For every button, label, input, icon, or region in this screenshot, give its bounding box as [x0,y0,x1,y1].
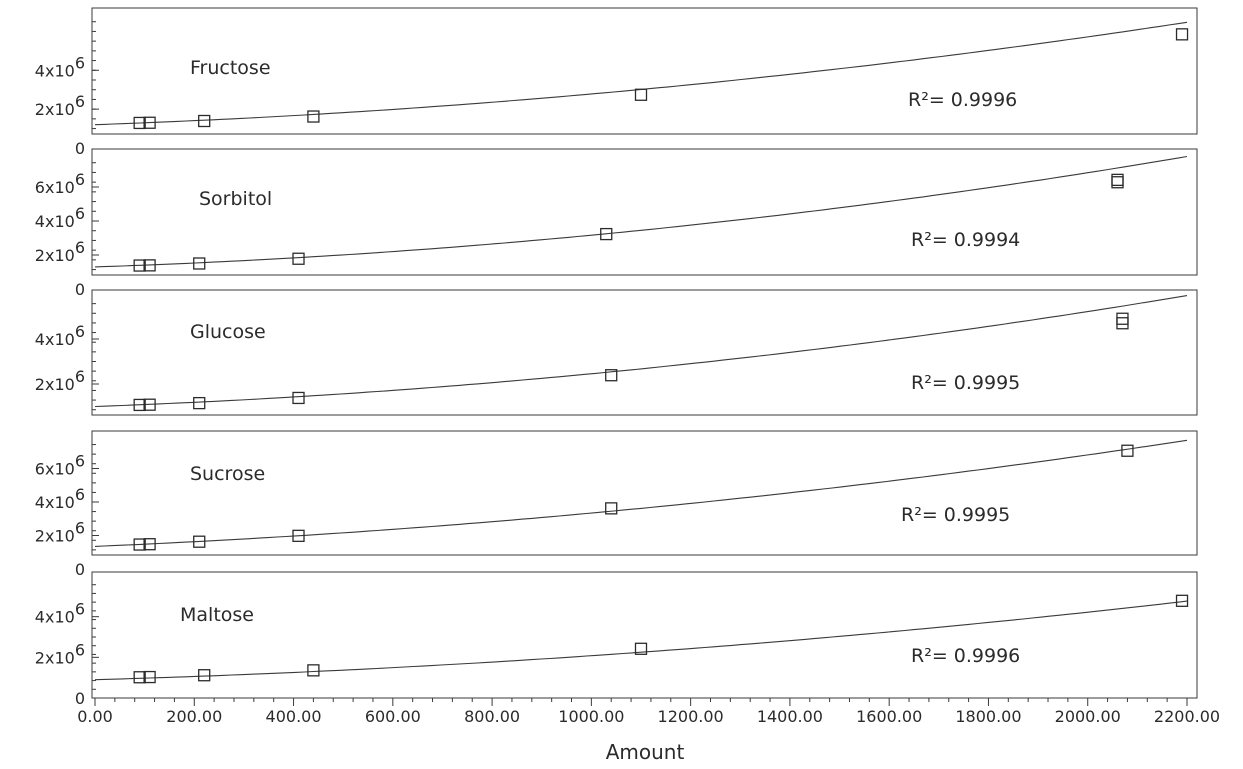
panel-glucose: 2x106 4x106 Glucose R²= 0.9995 [35,289,1198,416]
y-tick-label: 2x106 [35,640,85,667]
data-point [133,398,146,412]
data-point [193,257,206,270]
panel-frame [91,7,1198,135]
panel-title: Glucose [190,321,266,343]
y-tick-label: 2x106 [35,519,85,546]
r-squared-label: R²= 0.9995 [901,504,1010,526]
data-point [292,252,305,265]
data-point [292,391,305,405]
x-tick-label: 1800.00 [955,707,1021,726]
y-tick-label: 6x106 [35,170,85,197]
y-tick-label: 4x106 [35,204,85,231]
x-tick-label: 1000.00 [558,707,624,726]
y-tick-label: 6x106 [35,452,85,479]
data-point [143,398,156,411]
panel-frame [91,430,1198,556]
y-tick-label: 2x106 [35,367,85,394]
data-point [193,396,206,410]
data-point [133,671,146,684]
data-point [605,369,618,382]
x-axis: 0.00 200.00 400.00 600.00 800.00 1000.00 1200.… [77,697,1220,726]
y-tick-label: 0 [75,280,85,299]
data-point [143,538,156,551]
data-point [143,670,156,684]
data-point [1175,594,1189,607]
data-point [198,669,211,682]
y-tick-label: 0 [75,560,85,579]
data-point [143,259,156,272]
panel-frame [91,148,1198,276]
data-point [193,535,206,548]
r-squared-label: R²= 0.9996 [908,89,1017,111]
x-tick-label: 1400.00 [757,707,823,726]
panel-title: Fructose [190,57,271,79]
r-squared-label: R²= 0.9994 [911,229,1020,251]
x-tick-label: 1200.00 [658,707,724,726]
data-point [600,227,613,241]
y-tick-label: 4x106 [35,485,85,512]
data-point [307,110,320,123]
data-point [634,88,648,101]
x-tick-label: 0.00 [77,707,113,726]
y-tick-label: 4x106 [35,53,85,80]
panel-title: Sorbitol [199,188,272,210]
r-squared-label: R²= 0.9996 [911,645,1020,667]
x-tick-label: 400.00 [266,707,322,726]
x-tick-label: 2000.00 [1055,707,1121,726]
y-tick-label: 2x106 [35,92,85,119]
x-tick-label: 600.00 [365,707,421,726]
x-tick-label: 1600.00 [856,707,922,726]
fit-curve [94,600,1188,681]
fit-curve [94,439,1188,547]
data-point [133,259,146,272]
y-tick-label: 2x106 [35,238,85,265]
data-point [133,538,146,551]
panel-sucrose: 0 2x106 4x106 6x106 Sucrose R²= 0.9995 [35,430,1198,579]
data-point [292,529,305,542]
chart-panels: 0 2x106 4x106 Fructose R²= 0.9996 0 2x106 4x106… [35,7,1198,708]
panel-sorbitol: 0 2x106 4x106 6x106 Sorbitol R²= 0.9994 [35,148,1198,299]
data-point [133,116,146,130]
data-point [143,116,156,129]
data-point [1116,317,1129,330]
fit-curve [94,155,1188,268]
panel-frame [91,571,1198,699]
panel-title: Maltose [180,604,254,626]
fit-curve [94,295,1188,408]
x-tick-label: 2200.00 [1154,707,1220,726]
data-point [1121,444,1134,457]
data-point [605,502,618,515]
panel-fructose: 0 2x106 4x106 Fructose R²= 0.9996 [35,7,1198,158]
data-point [1111,176,1124,189]
y-tick-label: 4x106 [35,600,85,627]
data-point [198,114,211,128]
x-tick-label: 800.00 [464,707,520,726]
panel-title: Sucrose [190,463,265,485]
r-squared-label: R²= 0.9995 [911,372,1020,394]
y-tick-label: 4x106 [35,322,85,349]
x-axis-label: Amount [606,740,685,764]
data-point [307,664,320,677]
panel-frame [91,289,1198,416]
x-tick-label: 200.00 [166,707,222,726]
y-tick-label: 0 [75,689,85,708]
panel-maltose: 0 2x106 4x106 Maltose R²= 0.9996 [35,571,1198,708]
data-point [634,642,648,655]
data-point [1175,28,1189,41]
y-tick-label: 0 [75,139,85,158]
